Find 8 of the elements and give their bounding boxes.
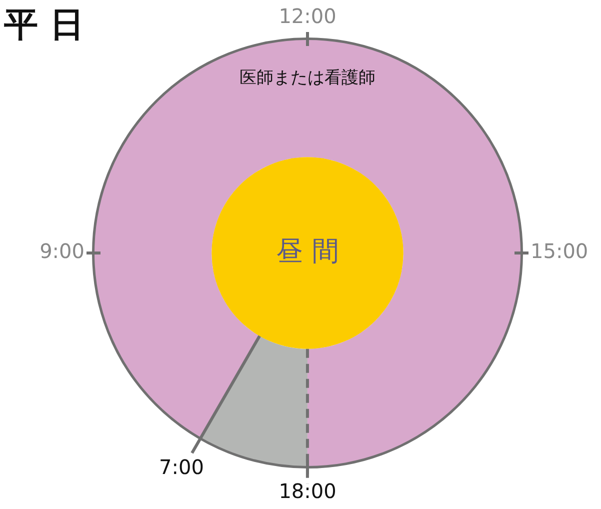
text: 9:00: [40, 239, 84, 264]
text: 12:00: [278, 4, 336, 28]
chart-title: 平 日: [4, 4, 84, 47]
text: 18:00: [278, 479, 336, 504]
text: 昼 間: [276, 236, 339, 268]
slice-label: 医師または看護師: [240, 68, 376, 88]
text: 7:00: [159, 455, 204, 480]
text: 15:00: [530, 239, 588, 264]
